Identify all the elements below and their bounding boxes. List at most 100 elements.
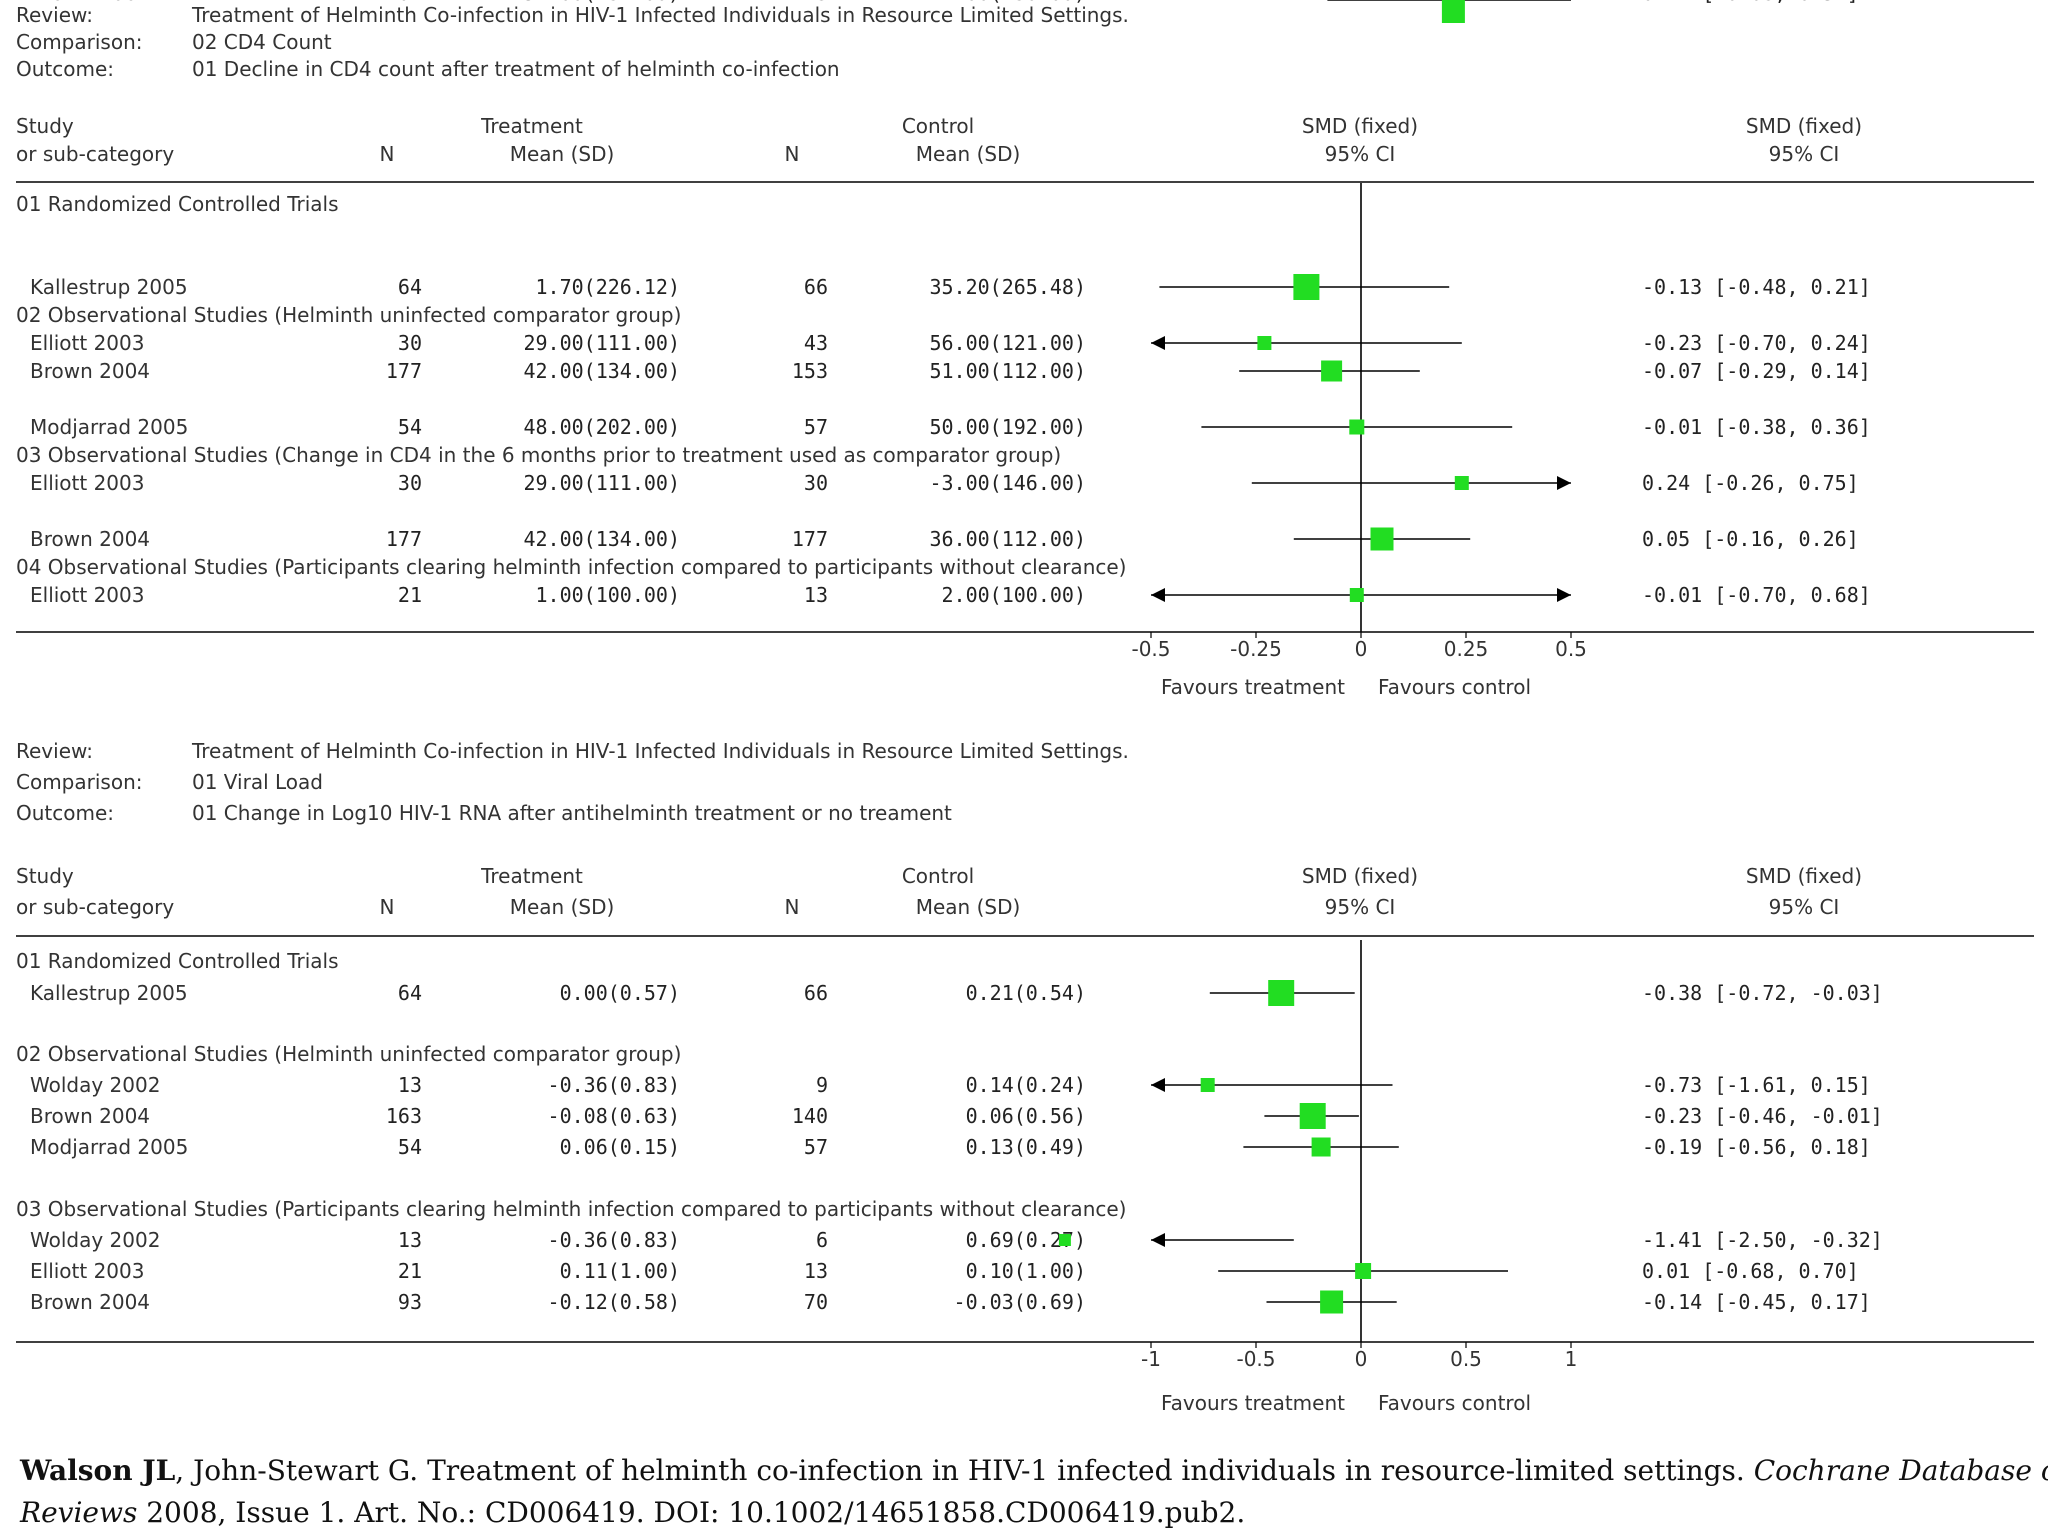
study-row: Brown 2004 177 42.00(134.00) 177 36.00(112.0… (30, 527, 1859, 551)
control-mean-header: Mean (SD) (916, 142, 1021, 166)
control-n: 13 (804, 583, 828, 607)
subgroup-title: 03 Observational Studies (Participants c… (16, 1197, 1126, 1221)
effect-box (1454, 476, 1469, 490)
n-control-header: N (785, 895, 800, 919)
subcategory-header: or sub-category (16, 142, 174, 166)
ci-arrow-right (1557, 476, 1571, 490)
treatment-mean-sd: 42.00(134.00) (523, 359, 680, 383)
study-name: Modjarrad 2005 (30, 1135, 188, 1159)
x-tick-label: 0 (1355, 637, 1368, 661)
control-n: 177 (792, 527, 828, 551)
ci-value-header: 95% CI (1769, 895, 1840, 919)
ci-arrow-left (1151, 588, 1165, 602)
n-control-header: N (785, 142, 800, 166)
control-n: 43 (804, 331, 828, 355)
x-tick-label: 0.5 (1450, 1347, 1482, 1371)
subgroup-title: 02 Observational Studies (Helminth uninf… (16, 303, 681, 327)
smd-ci-text: -0.23 [-0.70, 0.24] (1642, 331, 1871, 355)
effect-box (1293, 274, 1320, 300)
effect-box (1321, 360, 1343, 382)
smd-ci-text: -0.19 [-0.56, 0.18] (1642, 1135, 1871, 1159)
ci-arrow-right (1557, 588, 1571, 602)
study-row: Brown 2004 177 42.00(134.00) 153 51.00(112.0… (30, 359, 1871, 383)
study-row: Brown 2004 104 54.00(137.00) 73 24.00(130.00… (30, 0, 1859, 23)
effect-box (1311, 1137, 1331, 1157)
control-header: Control (902, 864, 974, 888)
control-mean-sd: -3.00(146.00) (929, 471, 1086, 495)
effect-box (1200, 1078, 1215, 1092)
smd-value-header: SMD (fixed) (1746, 864, 1862, 888)
treatment-mean-sd: -0.36(0.83) (548, 1228, 680, 1252)
outcome-value: 01 Change in Log10 HIV-1 RNA after antih… (192, 801, 952, 825)
study-name: Wolday 2002 (30, 1073, 160, 1097)
treatment-n: 13 (398, 1228, 422, 1252)
study-row: Wolday 2002 13 -0.36(0.83) 6 0.69(0.27) -1.41… (30, 1228, 1883, 1252)
comparison-label: Comparison: (16, 770, 142, 794)
review-label: Review: (16, 739, 93, 763)
subgroup-title: 02 Observational Studies (Helminth uninf… (16, 1042, 681, 1066)
control-n: 66 (804, 275, 828, 299)
treatment-n: 30 (398, 471, 422, 495)
study-name: Brown 2004 (30, 359, 150, 383)
treatment-n: 104 (386, 0, 422, 5)
n-treatment-header: N (380, 142, 395, 166)
effect-box (1058, 1234, 1071, 1246)
subgroup-title: 04 Observational Studies (Participants c… (16, 555, 1126, 579)
control-mean-sd: 24.00(130.00) (929, 0, 1086, 5)
panel-2-favours-treatment: Favours treatment (1161, 1391, 1345, 1415)
subgroup-title: 01 Randomized Controlled Trials (16, 949, 339, 973)
ci-arrow-left (1151, 1078, 1165, 1092)
outcome-label: Outcome: (16, 57, 114, 81)
treatment-n: 13 (398, 1073, 422, 1097)
control-mean-sd: 50.00(192.00) (929, 415, 1086, 439)
study-row: Elliott 2003 21 1.00(100.00) 13 2.00(100.00)… (30, 583, 1871, 607)
treatment-n: 93 (398, 1290, 422, 1314)
study-name: Brown 2004 (30, 0, 150, 5)
smd-ci-text: 0.24 [-0.26, 0.75] (1642, 471, 1859, 495)
x-tick-label: -1 (1141, 1347, 1161, 1371)
panel-2-column-headers: Study or sub-category N Treatment Mean (… (16, 864, 1862, 919)
study-name: Kallestrup 2005 (30, 981, 188, 1005)
outcome-value: 01 Decline in CD4 count after treatment … (192, 57, 840, 81)
study-name: Elliott 2003 (30, 1259, 144, 1283)
treatment-mean-sd: 42.00(134.00) (523, 527, 680, 551)
panel-2-rows: 01 Randomized Controlled Trials Kallestru… (16, 940, 1883, 1342)
smd-ci-text: -0.14 [-0.45, 0.17] (1642, 1290, 1871, 1314)
review-title: Treatment of Helminth Co-infection in HI… (191, 739, 1129, 763)
subgroup-title: 01 Randomized Controlled Trials (16, 192, 339, 216)
study-name: Modjarrad 2005 (30, 415, 188, 439)
treatment-mean-sd: -0.36(0.83) (548, 1073, 680, 1097)
study-row: Modjarrad 2005 54 0.06(0.15) 57 0.13(0.49) -0… (30, 1135, 1871, 1159)
panel-2-header: Review: Treatment of Helminth Co-infecti… (16, 739, 1129, 825)
treatment-n: 177 (386, 359, 422, 383)
treatment-n: 54 (398, 1135, 422, 1159)
smd-ci-text: -0.07 [-0.29, 0.14] (1642, 359, 1871, 383)
x-tick-label: 0.25 (1444, 637, 1489, 661)
control-n: 9 (816, 1073, 828, 1097)
subcategory-header: or sub-category (16, 895, 174, 919)
control-n: 30 (804, 471, 828, 495)
control-n: 57 (804, 415, 828, 439)
smd-ci-text: 0.22 [-0.08, 0.52] (1642, 0, 1859, 5)
x-tick-label: 0 (1355, 1347, 1368, 1371)
citation-line-2: Reviews 2008, Issue 1. Art. No.: CD00641… (19, 1496, 1245, 1529)
study-name: Brown 2004 (30, 527, 150, 551)
outcome-label: Outcome: (16, 801, 114, 825)
smd-ci-text: -0.13 [-0.48, 0.21] (1642, 275, 1871, 299)
citation-authors: Walson JL (19, 1454, 176, 1487)
ci-value-header: 95% CI (1769, 142, 1840, 166)
treatment-mean-sd: -0.08(0.63) (548, 1104, 680, 1128)
control-n: 140 (792, 1104, 828, 1128)
study-name: Brown 2004 (30, 1104, 150, 1128)
control-n: 13 (804, 1259, 828, 1283)
control-mean-sd: -0.03(0.69) (954, 1290, 1086, 1314)
panel-2-axis: -1 -0.5 0 0.5 1 (1141, 1342, 1577, 1371)
control-n: 66 (804, 981, 828, 1005)
treatment-n: 21 (398, 1259, 422, 1283)
control-mean-sd: 35.20(265.48) (929, 275, 1086, 299)
smd-ci-text: -1.41 [-2.50, -0.32] (1642, 1228, 1883, 1252)
control-n: 70 (804, 1290, 828, 1314)
control-mean-sd: 0.21(0.54) (966, 981, 1086, 1005)
citation-line-1: Walson JL, John-Stewart G. Treatment of … (19, 1454, 2048, 1487)
panel-1-column-headers: Study or sub-category N Treatment Mean (… (16, 114, 1862, 166)
